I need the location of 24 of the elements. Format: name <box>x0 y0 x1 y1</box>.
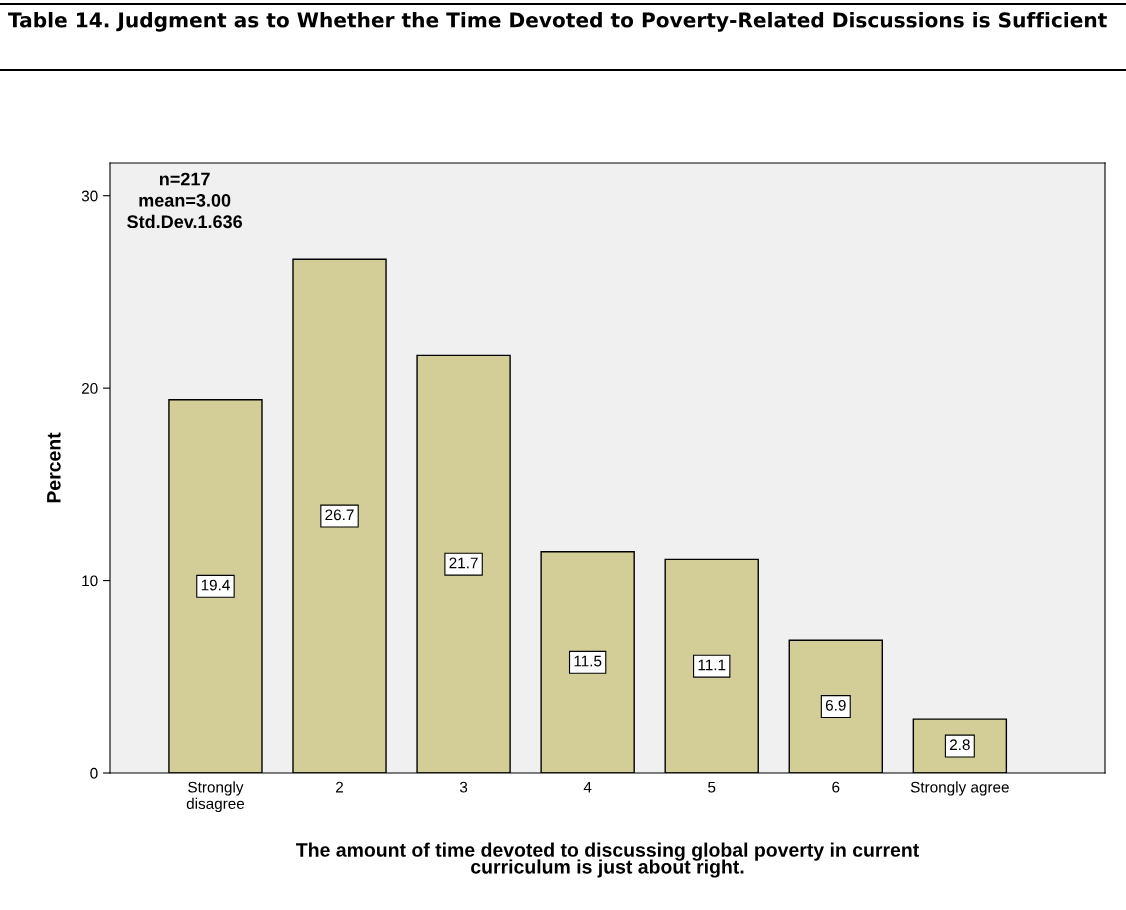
x-tick-label: 2 <box>336 781 343 793</box>
x-tick-label: Strongly agree <box>910 781 1009 796</box>
y-axis-title: Percent <box>47 432 61 503</box>
y-tick-label: 0 <box>90 767 98 779</box>
annotation: Std.Dev.1.636 <box>127 214 243 229</box>
x-axis-title: The amount of time devoted to discussing global poverty in current curriculum is just about right. <box>296 842 919 878</box>
y-tick-label: 30 <box>81 190 98 202</box>
data-label: 26.7 <box>325 509 354 521</box>
data-label: 2.8 <box>949 739 970 751</box>
data-label: 19.4 <box>201 579 230 591</box>
x-tick-label: 5 <box>708 781 716 793</box>
y-tick-label: 10 <box>82 575 98 587</box>
data-label: 11.5 <box>574 655 602 667</box>
x-tick-label: Strongly disagree <box>186 781 245 813</box>
x-tick-label: 3 <box>459 781 468 793</box>
data-label: 21.7 <box>449 557 478 569</box>
annotation: mean=3.00 <box>139 193 231 207</box>
x-tick-label: 4 <box>583 781 592 793</box>
data-label: 6.9 <box>825 699 846 711</box>
annotation: n=217 <box>159 172 210 186</box>
y-tick-label: 20 <box>81 383 98 394</box>
chart-title: Table 14. Judgment as to Whether the Time Devoted to Poverty-Related Discussions is Sufficient <box>8 12 1107 32</box>
data-label: 11.1 <box>698 659 726 671</box>
x-tick-label: 6 <box>832 781 840 793</box>
